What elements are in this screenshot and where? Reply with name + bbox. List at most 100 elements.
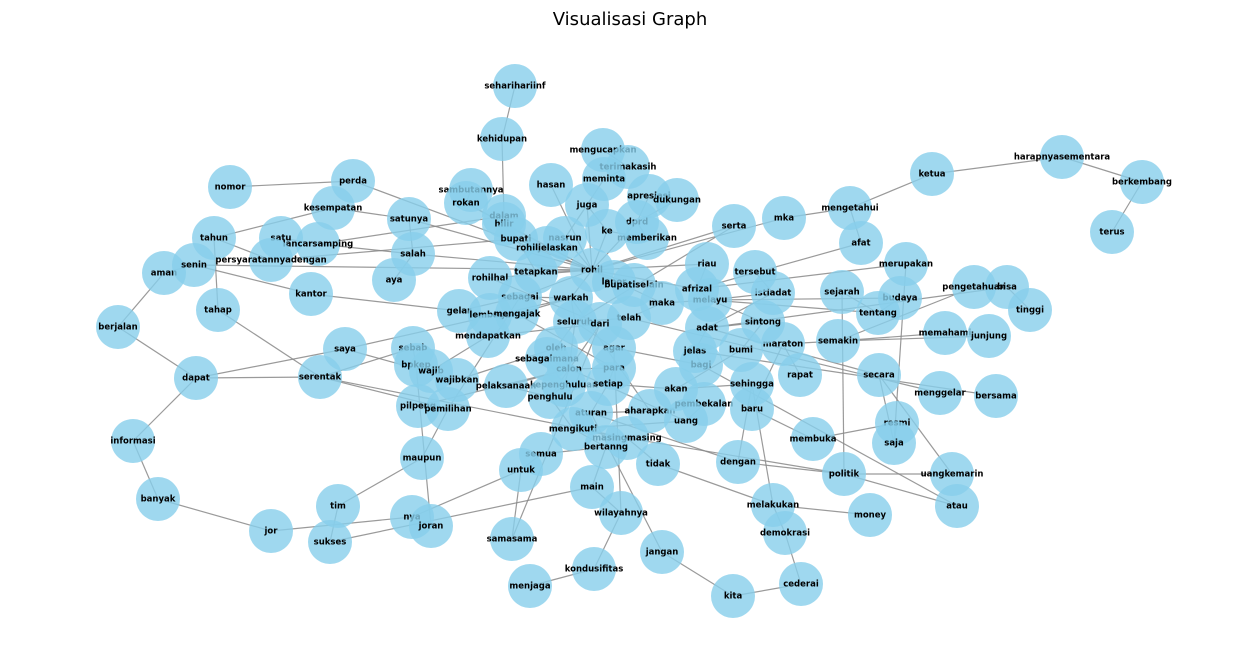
node-tidak: tidak bbox=[636, 442, 680, 486]
node-label-baru: baru bbox=[741, 405, 763, 415]
node-sejarah: sejarah bbox=[820, 270, 864, 314]
node-dukungan: dukungan bbox=[653, 178, 701, 222]
node-label-saja: saja bbox=[884, 439, 904, 449]
node-circle-harapnyasementara bbox=[1040, 135, 1084, 179]
node-label-terimakasih: terimakasih bbox=[600, 163, 657, 173]
node-circle-mendapatkan bbox=[466, 314, 510, 358]
node-afrizal: afrizal bbox=[675, 267, 719, 311]
node-label-mengetahui: mengetahui bbox=[821, 204, 878, 214]
node-label-dapat: dapat bbox=[182, 374, 210, 384]
node-jor: jor bbox=[249, 509, 293, 553]
node-label-dukungan: dukungan bbox=[653, 196, 701, 206]
node-label-melakukan: melakukan bbox=[747, 501, 799, 511]
node-label-ke: ke bbox=[601, 227, 612, 237]
node-label-money: money bbox=[854, 511, 887, 521]
node-aya: aya bbox=[372, 258, 416, 302]
node-label-pemilihan: pemilihan bbox=[424, 405, 471, 415]
node-hasan: hasan bbox=[529, 163, 573, 207]
node-label-cederai: cederai bbox=[783, 580, 819, 590]
node-circle-rokan bbox=[444, 181, 488, 225]
node-circle-sejarah bbox=[820, 270, 864, 314]
node-circle-serta bbox=[712, 204, 756, 248]
node-circle-dukungan bbox=[655, 178, 699, 222]
node-menggelar: menggelar bbox=[914, 371, 967, 415]
node-label-berkembang: berkembang bbox=[1112, 178, 1172, 188]
node-circle-untuk bbox=[499, 448, 543, 492]
node-ke: ke bbox=[585, 209, 629, 253]
node-label-seluruh: seluruh bbox=[557, 318, 593, 328]
node-wilayahnya: wilayahnya bbox=[594, 491, 648, 535]
node-circle-mengikuti bbox=[551, 407, 595, 451]
node-label-aturan: aturan bbox=[575, 409, 607, 419]
edge-sukses-main bbox=[329, 486, 593, 543]
node-label-afat: afat bbox=[851, 239, 870, 249]
node-label-masingmasing: masingmasing bbox=[592, 434, 661, 444]
node-circle-afrizal bbox=[675, 267, 719, 311]
node-label-bisa: bisa bbox=[997, 283, 1017, 293]
node-circle-merupakan bbox=[884, 242, 928, 286]
node-label-sebagaimana: sebagaimana bbox=[515, 355, 579, 365]
node-kita: kita bbox=[711, 574, 755, 618]
node-maka: maka bbox=[640, 281, 684, 325]
node-berjalan: berjalan bbox=[96, 305, 140, 349]
node-label-menggelar: menggelar bbox=[914, 389, 966, 399]
node-label-wilayahnya: wilayahnya bbox=[594, 509, 648, 519]
node-label-rokan: rokan bbox=[452, 199, 479, 209]
node-circle-berjalan bbox=[96, 305, 140, 349]
node-uangkemarin: uangkemarin bbox=[921, 452, 984, 496]
node-label-menjaga: menjaga bbox=[509, 582, 550, 592]
node-label-tersebut: tersebut bbox=[734, 268, 775, 278]
node-main: main bbox=[570, 465, 614, 509]
node-memberikan: memberikan bbox=[617, 216, 677, 260]
node-label-mendapatkan: mendapatkan bbox=[455, 332, 521, 342]
node-ketua: ketua bbox=[910, 152, 954, 196]
node-circle-kantor bbox=[289, 272, 333, 316]
node-pelaksanaan: pelaksanaan bbox=[476, 364, 537, 408]
node-maupun: maupun bbox=[400, 436, 444, 480]
node-circle-sehingga bbox=[730, 362, 774, 406]
node-label-kantor: kantor bbox=[295, 290, 327, 300]
node-satunya: satunya bbox=[387, 197, 431, 241]
node-label-istiadat: istiadat bbox=[755, 289, 792, 299]
node-label-rohiljelaskan: rohiljelaskan bbox=[516, 244, 578, 254]
node-label-tentang: tentang bbox=[859, 309, 897, 319]
node-circle-membuka bbox=[791, 417, 835, 461]
node-circle-hasan bbox=[529, 163, 573, 207]
edge-politik-sejarah bbox=[841, 291, 845, 475]
node-label-kita: kita bbox=[724, 592, 743, 602]
node-label-mengucapkan: mengucapkan bbox=[569, 146, 636, 156]
node-bertanng: bertanng bbox=[584, 425, 628, 469]
node-label-afrizal: afrizal bbox=[682, 285, 712, 295]
node-label-sehingga: sehingga bbox=[730, 380, 774, 390]
node-label-memberikan: memberikan bbox=[617, 234, 677, 244]
node-label-meminta: meminta bbox=[583, 175, 626, 185]
node-circle-samasama bbox=[490, 517, 534, 561]
node-circle-uang bbox=[664, 399, 708, 443]
node-seharihariinf: seharihariinf bbox=[484, 64, 546, 108]
edge-kantor-gelar bbox=[310, 293, 460, 312]
node-joran: joran bbox=[409, 504, 453, 548]
node-label-nomor: nomor bbox=[215, 183, 247, 193]
node-circle-wilayahnya bbox=[599, 491, 643, 535]
node-label-perda: perda bbox=[339, 177, 367, 187]
node-banyak: banyak bbox=[136, 477, 180, 521]
node-informasi: informasi bbox=[110, 419, 156, 463]
node-label-berjalan: berjalan bbox=[98, 323, 137, 333]
node-money: money bbox=[848, 493, 892, 537]
node-label-pelaksanaan: pelaksanaan bbox=[476, 382, 537, 392]
node-label-mka: mka bbox=[774, 214, 795, 224]
node-label-dengan: dengan bbox=[720, 458, 756, 468]
node-mengetahui: mengetahui bbox=[821, 186, 879, 230]
node-label-mengikuti: mengikuti bbox=[549, 425, 597, 435]
node-label-uangkemarin: uangkemarin bbox=[921, 470, 984, 480]
node-label-memahami: memahami bbox=[919, 329, 972, 339]
node-circle-pelaksanaan bbox=[484, 364, 528, 408]
node-label-sintong: sintong bbox=[745, 318, 781, 328]
node-rokan: rokan bbox=[444, 181, 488, 225]
node-kesempatan: kesempatan bbox=[304, 186, 362, 230]
node-circle-money bbox=[848, 493, 892, 537]
node-label-harapnyasementara: harapnyasementara bbox=[1014, 153, 1111, 163]
node-layer: seharihariinf kehidupan mengucapkan terimak… bbox=[96, 64, 1172, 618]
node-tim: tim bbox=[316, 484, 360, 528]
node-afat: afat bbox=[839, 221, 883, 265]
